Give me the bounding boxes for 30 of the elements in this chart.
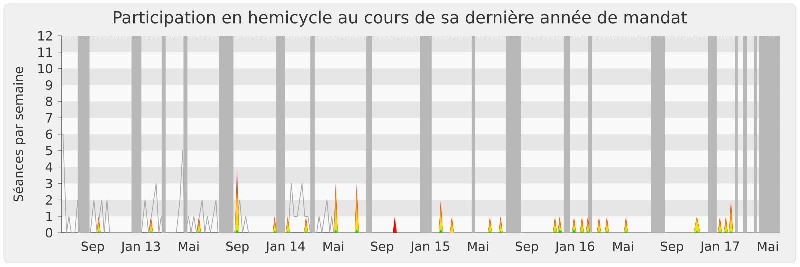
- x-tick-label: Jan 15: [410, 242, 450, 254]
- y-tick-label: 5: [46, 146, 52, 156]
- chart-title: Participation en hemicycle au cours de sa dernière année de mandat: [114, 10, 688, 28]
- x-tick-label: Jan 13: [120, 242, 160, 254]
- x-tick-label: Sep: [371, 242, 394, 254]
- y-tick-label: 8: [46, 96, 52, 106]
- y-tick-label: 9: [46, 80, 52, 90]
- y-tick-label: 0: [46, 228, 52, 238]
- x-tick-label: Sep: [661, 242, 684, 254]
- y-axis-title: Séances par semaine: [12, 67, 26, 202]
- x-tick-label: Sep: [516, 242, 538, 254]
- y-tick-label: 3: [46, 178, 52, 189]
- x-tick-label: Sep: [82, 242, 104, 254]
- y-tick-label: 12: [38, 31, 52, 41]
- y-tick-label: 7: [46, 113, 52, 123]
- y-tick-label: 2: [46, 195, 52, 205]
- x-tick-label: Sep: [226, 242, 249, 254]
- x-tick-label: Mai: [758, 242, 778, 252]
- x-tick-label: Mai: [324, 242, 344, 252]
- y-tick-label: 6: [46, 130, 53, 140]
- y-tick-label: 10: [38, 64, 52, 74]
- y-tick-label: 1: [46, 212, 52, 222]
- x-tick-label: Jan 16: [554, 242, 594, 254]
- y-tick-label: 11: [38, 48, 52, 58]
- x-tick-label: Mai: [179, 242, 199, 252]
- x-tick-label: Jan 14: [266, 242, 306, 254]
- y-tick-label: 4: [46, 162, 53, 172]
- x-tick-label: Mai: [614, 242, 634, 252]
- x-tick-label: Mai: [468, 242, 488, 252]
- x-tick-label: Jan 17: [700, 242, 740, 254]
